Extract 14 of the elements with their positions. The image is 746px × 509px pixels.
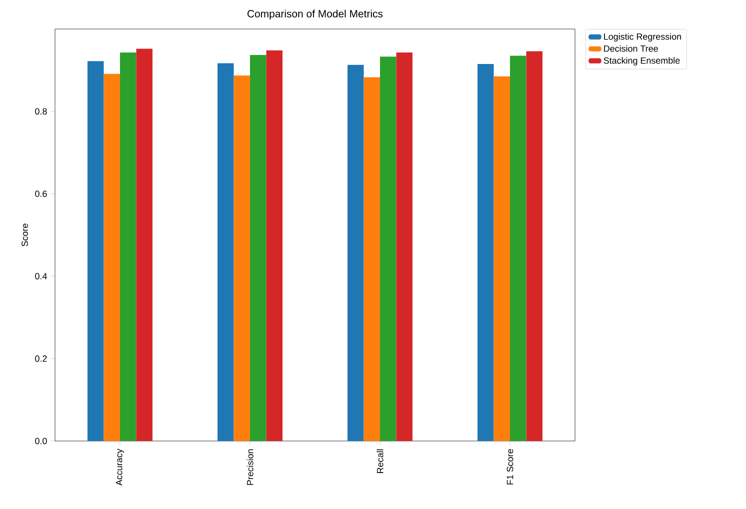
legend-label: Stacking Ensemble <box>604 57 680 66</box>
y-axis-title: Score <box>22 224 28 246</box>
x-tick-label: F1 Score <box>506 449 514 484</box>
legend-label: Decision Tree <box>604 45 658 52</box>
y-tick-label: 0.2 <box>35 355 47 362</box>
chart-title: Comparison of Model Metrics <box>248 10 383 20</box>
x-tick-label: Recall <box>376 449 384 473</box>
y-tick-label: 0.6 <box>35 190 47 197</box>
legend-label: Logistic Regression <box>604 33 681 42</box>
x-tick-label: Accuracy <box>116 448 124 486</box>
y-tick-label: 0.0 <box>35 438 47 444</box>
y-tick-label: 0.8 <box>35 108 47 115</box>
x-tick-label: Precision <box>246 449 254 485</box>
y-tick-label: 0.4 <box>35 273 47 280</box>
